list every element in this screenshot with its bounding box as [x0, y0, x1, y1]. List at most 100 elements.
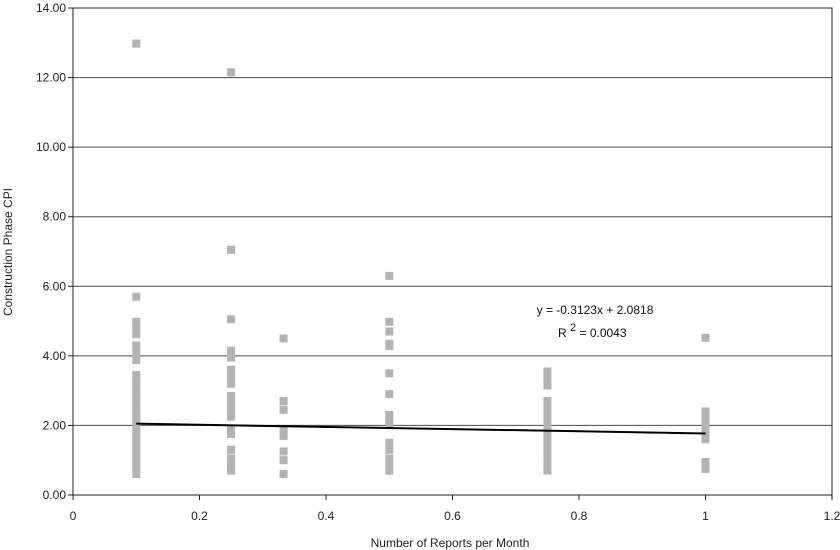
data-point — [132, 470, 141, 479]
data-point — [385, 445, 394, 454]
y-tick-label: 0.00 — [43, 488, 67, 502]
data-point — [132, 449, 141, 458]
x-tick-label: 1.2 — [824, 509, 840, 523]
data-point — [227, 391, 236, 400]
data-point — [279, 456, 288, 465]
data-point — [132, 391, 141, 400]
data-point — [543, 381, 552, 390]
x-tick-label: 0.8 — [571, 509, 588, 523]
data-point — [385, 327, 394, 336]
x-tick-label: 0.6 — [444, 509, 461, 523]
data-point — [543, 374, 552, 383]
x-axis-title: Number of Reports per Month — [371, 536, 530, 550]
data-point — [701, 333, 710, 342]
data-point — [543, 431, 552, 440]
data-point — [132, 330, 141, 339]
y-tick-label: 12.00 — [36, 71, 66, 85]
data-point — [132, 438, 141, 447]
data-point — [227, 379, 236, 388]
data-point — [227, 315, 236, 324]
data-point — [543, 424, 552, 433]
y-tick-label: 4.00 — [43, 349, 67, 363]
data-point — [132, 417, 141, 426]
data-point — [132, 428, 141, 437]
data-point — [132, 454, 141, 463]
data-point — [385, 419, 394, 428]
data-point — [132, 376, 141, 385]
data-point — [385, 369, 394, 378]
data-point — [132, 464, 141, 473]
data-point — [227, 466, 236, 475]
data-point — [227, 245, 236, 254]
data-point — [227, 353, 236, 362]
data-point — [543, 404, 552, 412]
data-point — [132, 397, 141, 406]
data-point — [279, 334, 288, 343]
data-point — [543, 466, 552, 475]
data-point — [543, 445, 552, 454]
r-squared-exponent: 2 — [570, 322, 576, 334]
data-point — [701, 414, 710, 423]
y-tick-label: 14.00 — [36, 1, 66, 15]
data-point — [385, 317, 394, 326]
data-points — [132, 39, 710, 479]
data-point — [543, 438, 552, 447]
data-point — [227, 398, 236, 407]
data-point — [385, 411, 394, 419]
data-point — [279, 447, 288, 456]
data-point — [543, 452, 552, 461]
data-point — [227, 430, 236, 439]
data-point — [132, 341, 141, 350]
data-point — [701, 464, 710, 473]
data-point — [132, 356, 141, 364]
data-point — [543, 411, 552, 419]
x-tick-label: 1 — [702, 509, 709, 523]
data-point — [227, 461, 236, 470]
data-point — [132, 323, 141, 332]
data-point — [132, 433, 141, 442]
data-point — [227, 445, 236, 454]
data-point — [132, 317, 141, 326]
data-point — [132, 412, 141, 421]
data-point — [227, 412, 236, 421]
data-point — [279, 397, 288, 406]
data-point — [227, 365, 236, 374]
data-point — [227, 405, 236, 414]
data-point — [385, 390, 394, 399]
x-axis-ticks: 0 0.2 0.4 0.6 0.8 1 1.2 — [70, 495, 840, 523]
data-point — [132, 292, 141, 301]
data-point — [279, 426, 288, 435]
y-axis-ticks: 0.00 2.00 4.00 6.00 8.00 10.00 12.00 14.00 — [36, 1, 73, 502]
trend-line — [136, 422, 706, 435]
data-point — [227, 346, 236, 355]
data-point — [132, 348, 141, 357]
data-point — [227, 424, 236, 433]
data-point — [385, 271, 394, 280]
x-tick-label: 0.2 — [191, 509, 208, 523]
data-point — [279, 431, 288, 440]
data-point — [132, 444, 141, 452]
r-squared-prefix: R — [558, 326, 567, 340]
data-point — [543, 367, 552, 376]
data-point — [701, 421, 710, 430]
data-point — [227, 372, 236, 381]
data-point — [132, 371, 141, 379]
data-point — [132, 381, 141, 390]
data-point — [385, 461, 394, 470]
data-point — [227, 68, 236, 77]
data-point — [132, 39, 141, 48]
r-squared-value: = 0.0043 — [579, 326, 626, 340]
data-point — [132, 423, 141, 432]
data-point — [543, 459, 552, 468]
data-point — [385, 454, 394, 463]
data-point — [701, 458, 710, 466]
r-squared-label: R 2 = 0.0043 — [558, 320, 627, 340]
y-axis-title: Construction Phase CPI — [1, 188, 15, 316]
data-point — [701, 428, 710, 437]
data-point — [701, 435, 710, 444]
data-point — [227, 454, 236, 463]
data-point — [385, 466, 394, 475]
x-tick-label: 0 — [70, 509, 77, 523]
